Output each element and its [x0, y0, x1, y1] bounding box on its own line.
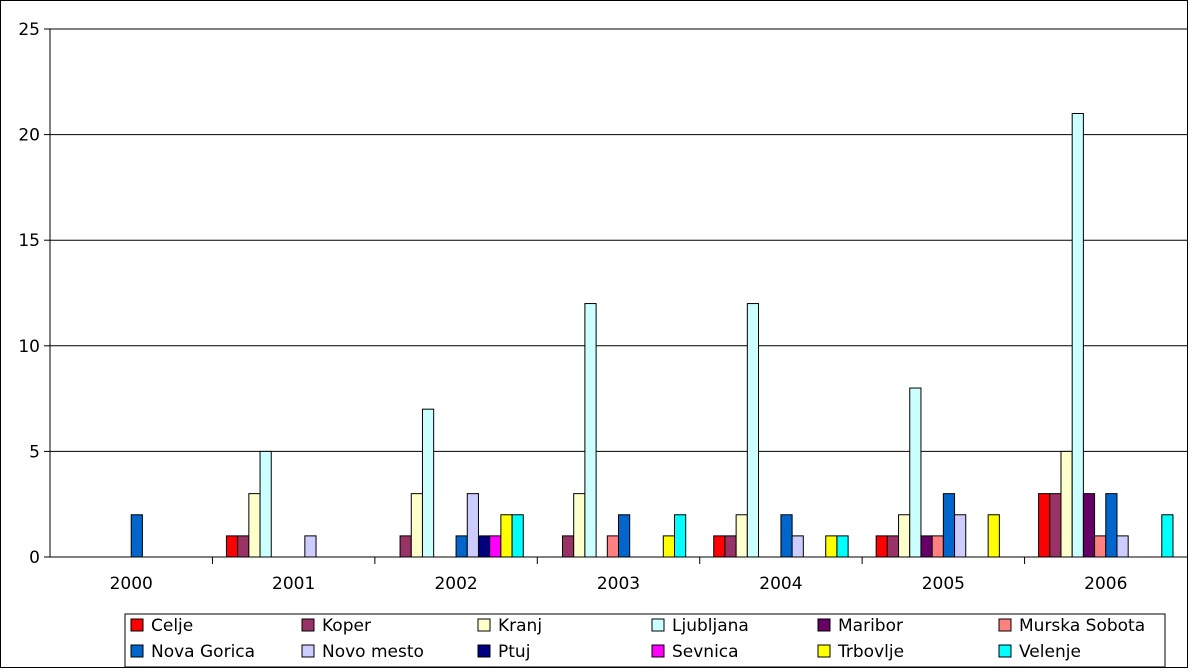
bar	[1038, 493, 1051, 558]
bar	[1060, 450, 1073, 558]
bar	[746, 303, 760, 558]
legend-swatch	[817, 644, 831, 658]
legend-label: Trbovlje	[837, 642, 904, 662]
x-tick-label: 2006	[1084, 574, 1127, 594]
bar	[825, 535, 838, 558]
legend-label: Koper	[322, 616, 371, 636]
bar	[562, 535, 575, 558]
legend-swatch	[130, 618, 144, 632]
bar	[1071, 112, 1084, 558]
bar	[1116, 535, 1129, 558]
bar	[931, 535, 944, 558]
bar	[618, 514, 631, 558]
legend-swatch	[998, 618, 1012, 632]
x-tick-label: 2000	[110, 574, 153, 594]
y-tick-label: 15	[18, 231, 40, 251]
gridlines	[50, 28, 1187, 452]
bar	[466, 493, 479, 558]
y-tick-label: 5	[29, 442, 40, 462]
bar	[780, 514, 793, 558]
bar	[606, 535, 619, 558]
bar	[410, 493, 423, 558]
x-tick-label: 2002	[434, 574, 477, 594]
legend-swatch	[651, 644, 665, 658]
bar	[1049, 493, 1062, 558]
legend-label: Ptuj	[498, 642, 530, 662]
legend-box	[124, 613, 1166, 668]
bar	[1094, 535, 1107, 558]
bar	[942, 493, 956, 558]
bar	[421, 408, 435, 558]
bar	[1161, 514, 1174, 558]
bar	[791, 535, 804, 558]
legend-label: Velenje	[1019, 642, 1081, 662]
legend-swatch	[301, 644, 315, 658]
y-tick-label: 25	[18, 20, 40, 40]
y-tick-label: 20	[18, 126, 40, 146]
bar	[489, 535, 502, 558]
bar	[500, 514, 513, 558]
bar	[875, 535, 888, 558]
legend-label: Murska Sobota	[1019, 616, 1145, 636]
legend-label: Nova Gorica	[151, 642, 255, 662]
bar	[909, 387, 922, 558]
bar	[735, 514, 748, 558]
bar	[259, 450, 272, 558]
bar	[662, 535, 675, 558]
bar	[304, 535, 317, 558]
legend-label: Sevnica	[672, 642, 739, 662]
legend-label: Ljubljana	[672, 616, 749, 636]
x-tick-label: 2005	[922, 574, 965, 594]
bar	[724, 535, 737, 558]
legend-label: Novo mesto	[322, 642, 424, 662]
bar	[130, 514, 143, 558]
bar	[455, 535, 468, 558]
legend-swatch	[301, 618, 315, 632]
bar	[237, 535, 250, 558]
bar	[886, 535, 900, 558]
bar	[898, 514, 911, 558]
legend-swatch	[477, 618, 491, 632]
bar	[1082, 493, 1096, 558]
bar	[836, 535, 849, 558]
bar	[511, 514, 524, 558]
legend-swatch	[998, 644, 1012, 658]
legend-swatch	[477, 644, 491, 658]
x-tick-label: 2004	[759, 574, 802, 594]
legend-swatch	[130, 644, 144, 658]
legend-swatch	[817, 618, 831, 632]
bar	[713, 535, 726, 558]
bar	[573, 493, 586, 558]
bar	[248, 493, 261, 558]
legend-swatch	[651, 618, 665, 632]
bar	[1105, 493, 1118, 558]
legend: Celje Koper Kranj Ljubljana Maribor Murska So…	[124, 613, 1166, 668]
x-tick-label: 2003	[597, 574, 640, 594]
legend-label: Maribor	[838, 616, 903, 636]
bar	[954, 514, 967, 558]
bar	[674, 514, 687, 558]
bar	[477, 535, 491, 558]
bar	[920, 535, 933, 558]
y-tick-label: 0	[29, 548, 40, 568]
legend-label: Celje	[151, 616, 193, 636]
bar	[225, 535, 239, 558]
bar	[584, 303, 597, 558]
y-tick-label: 10	[18, 337, 40, 357]
bars	[130, 112, 1174, 558]
bar	[987, 514, 1000, 558]
x-tick-label: 2001	[272, 574, 315, 594]
legend-label: Kranj	[498, 616, 542, 636]
bar	[399, 535, 412, 558]
